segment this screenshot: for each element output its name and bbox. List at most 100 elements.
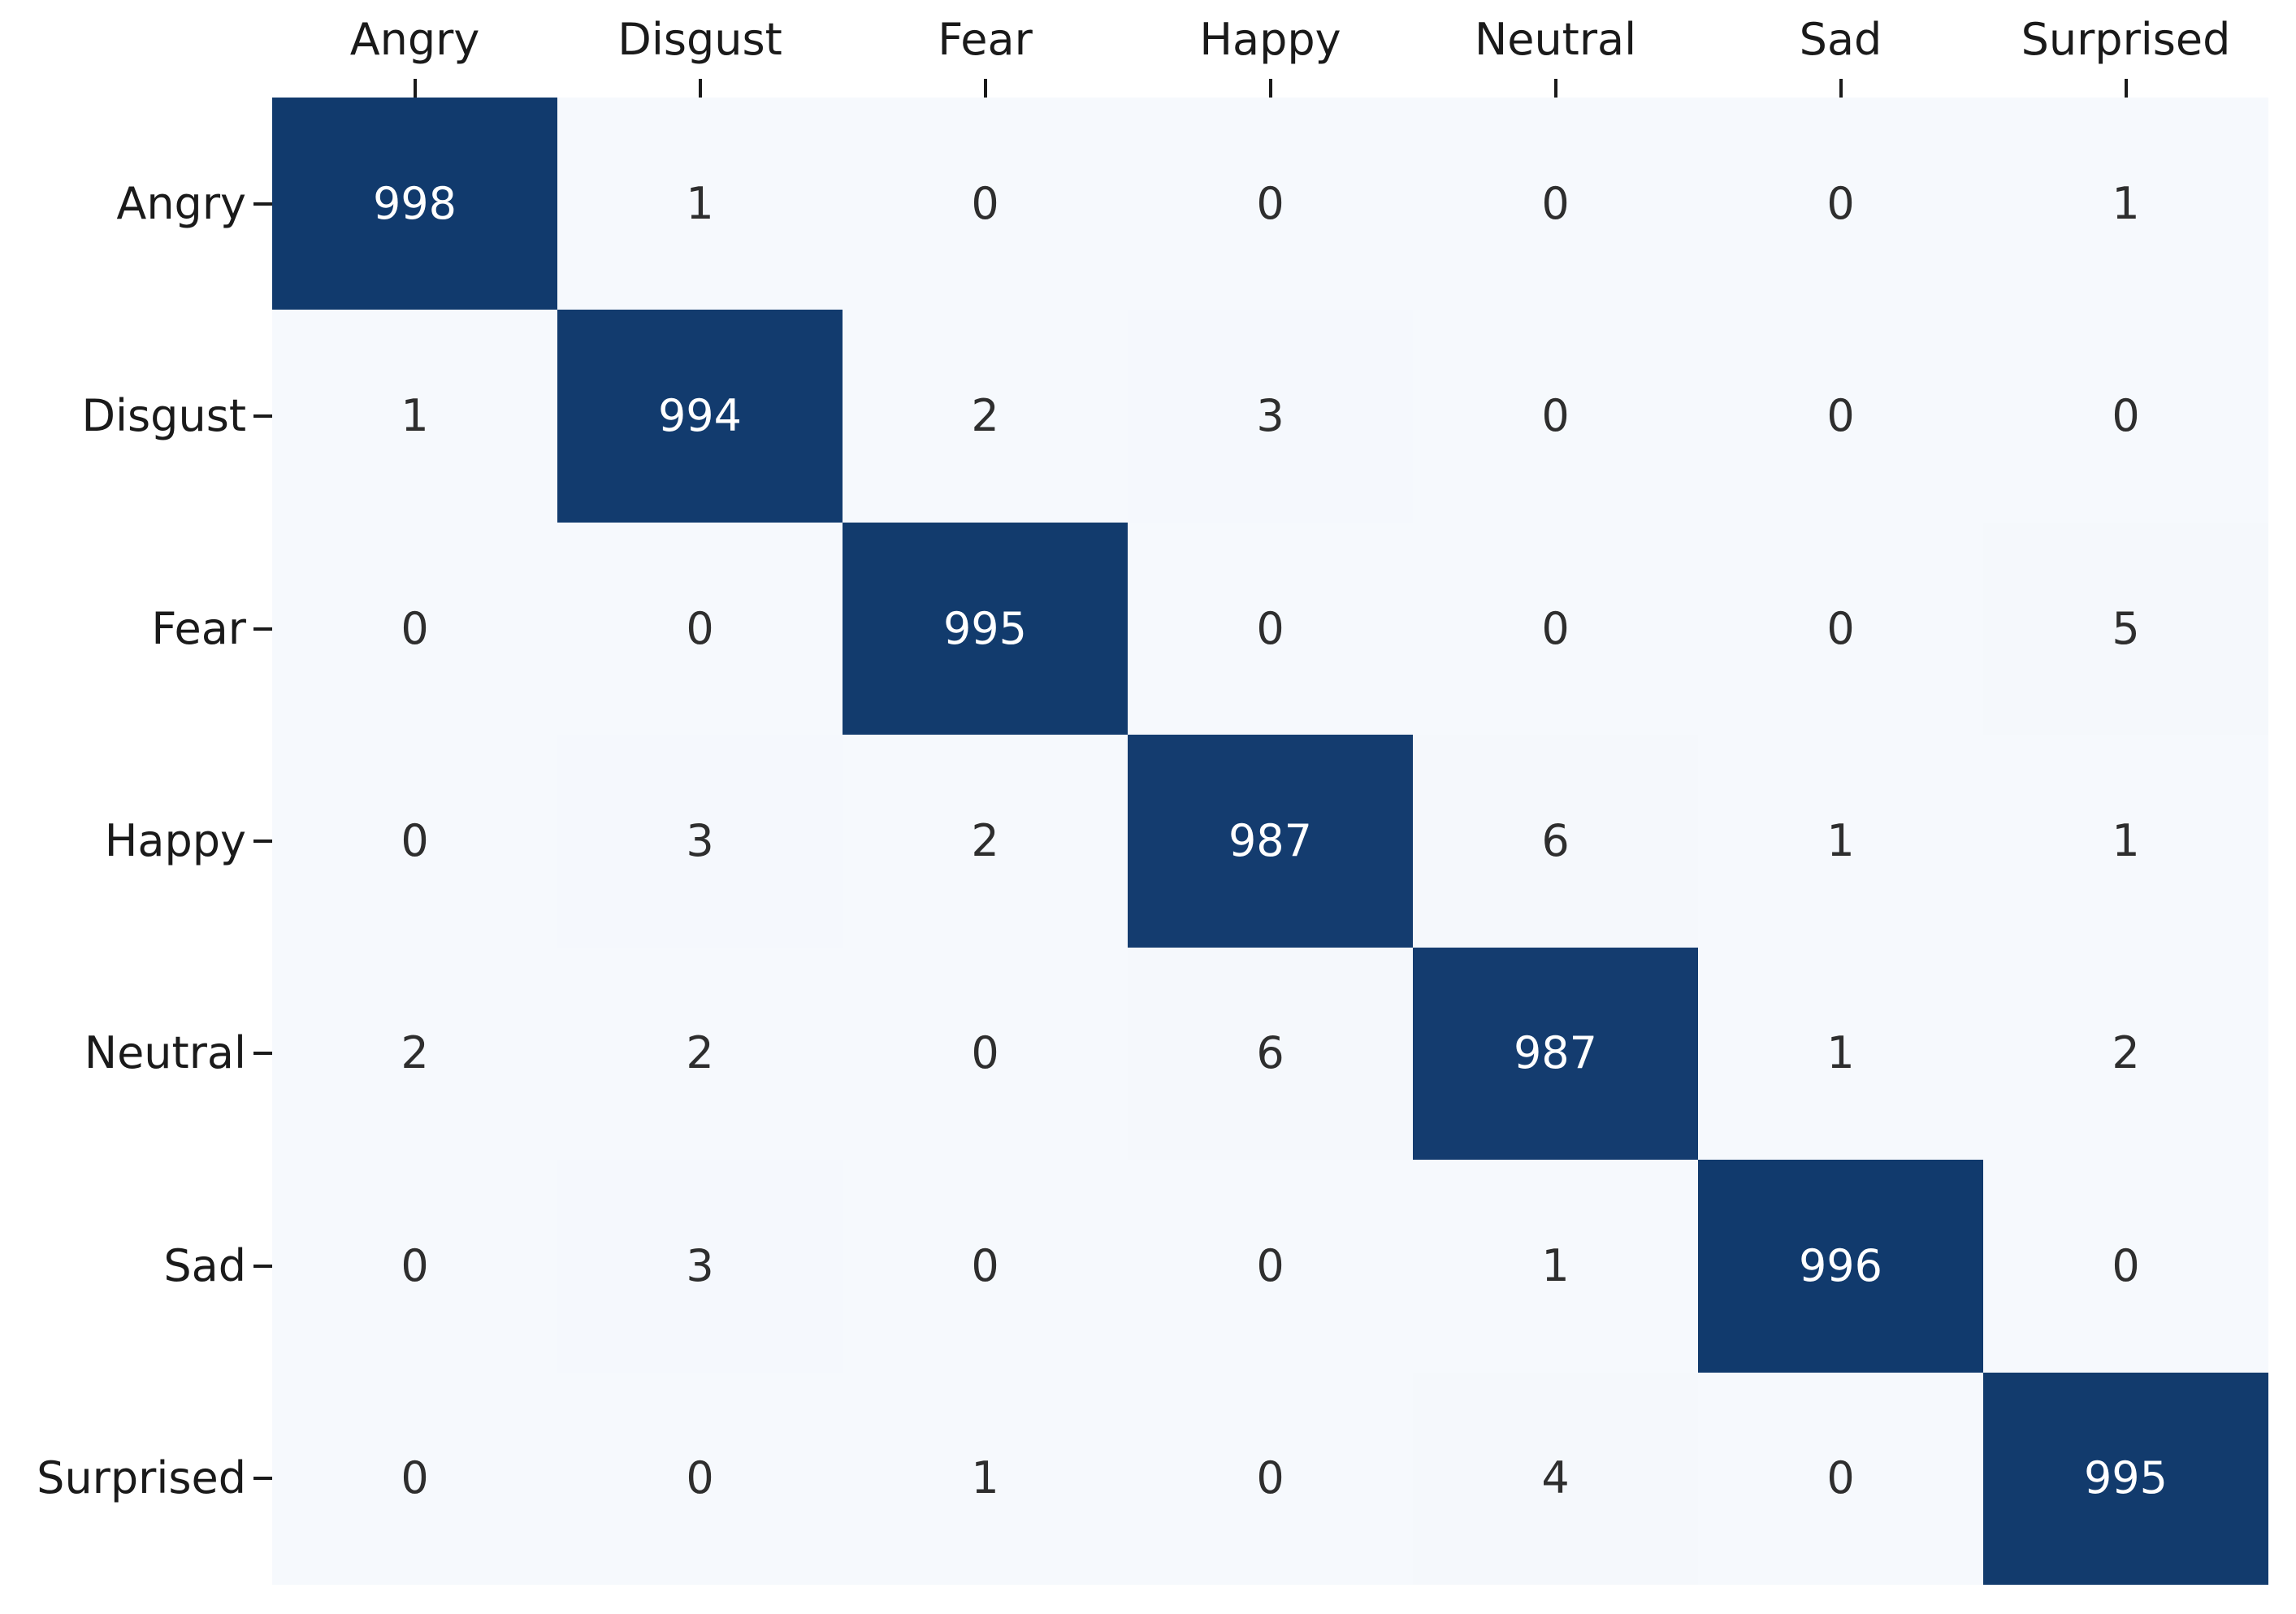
heatmap-cell: 3 bbox=[557, 735, 843, 948]
heatmap-cell: 996 bbox=[1698, 1160, 1983, 1373]
x-axis-label: Surprised bbox=[2021, 14, 2231, 65]
heatmap-cell-value: 0 bbox=[1541, 390, 1570, 442]
heatmap-cell: 0 bbox=[272, 522, 557, 735]
heatmap-cell-value: 0 bbox=[1256, 602, 1284, 654]
y-axis-tick bbox=[253, 202, 272, 206]
heatmap-cell-value: 0 bbox=[1826, 390, 1855, 442]
heatmap-cell: 0 bbox=[1128, 1160, 1413, 1373]
heatmap-cell-value: 0 bbox=[1256, 1239, 1284, 1291]
heatmap-cell: 0 bbox=[1983, 1160, 2268, 1373]
heatmap-cell-value: 0 bbox=[971, 1027, 999, 1079]
x-axis-tick bbox=[2124, 79, 2128, 98]
heatmap-cell: 0 bbox=[272, 735, 557, 948]
heatmap-cell-value: 6 bbox=[1256, 1027, 1284, 1079]
heatmap-cell: 0 bbox=[1698, 310, 1983, 523]
y-axis-tick bbox=[253, 840, 272, 843]
y-axis-label: Happy bbox=[104, 815, 246, 866]
heatmap-cell-value: 0 bbox=[1826, 177, 1855, 229]
heatmap-cell-value: 1 bbox=[2112, 814, 2140, 866]
heatmap-cell: 0 bbox=[1698, 522, 1983, 735]
heatmap-cell: 994 bbox=[557, 310, 843, 523]
heatmap-cell: 1 bbox=[1698, 947, 1983, 1161]
heatmap-cell-value: 987 bbox=[1513, 1027, 1598, 1079]
y-axis-label: Neutral bbox=[84, 1027, 246, 1079]
heatmap-cell: 1 bbox=[1413, 1160, 1698, 1373]
heatmap-cell: 1 bbox=[1983, 735, 2268, 948]
heatmap-cell: 2 bbox=[557, 947, 843, 1161]
heatmap-cell: 1 bbox=[1698, 735, 1983, 948]
heatmap-cell: 1 bbox=[1983, 98, 2268, 310]
heatmap-cell: 998 bbox=[272, 98, 557, 310]
y-axis-tick bbox=[253, 627, 272, 631]
heatmap-cell: 2 bbox=[843, 735, 1128, 948]
heatmap-cell-value: 3 bbox=[1256, 390, 1284, 442]
heatmap-cell-value: 6 bbox=[1541, 814, 1570, 866]
heatmap-cell: 987 bbox=[1413, 947, 1698, 1161]
y-axis-label: Fear bbox=[151, 602, 246, 654]
heatmap-cell-value: 5 bbox=[2112, 602, 2140, 654]
heatmap-cell: 0 bbox=[557, 1372, 843, 1585]
heatmap-cell: 6 bbox=[1413, 735, 1698, 948]
heatmap-cell: 3 bbox=[1128, 310, 1413, 523]
heatmap-cell-value: 1 bbox=[971, 1452, 999, 1504]
heatmap-cell-value: 0 bbox=[401, 602, 429, 654]
x-axis-tick bbox=[1839, 79, 1843, 98]
heatmap-cell: 5 bbox=[1983, 522, 2268, 735]
heatmap-cell: 0 bbox=[1128, 98, 1413, 310]
heatmap-plot-area: 998 1 0 0 0 0 1 1 994 2 3 0 0 0 0 0 995 0 0 0 5 0 3 2 987 6 1 1 2 2 0 6… bbox=[272, 98, 2268, 1585]
y-axis-tick bbox=[253, 1477, 272, 1481]
heatmap-cell-value: 1 bbox=[1541, 1239, 1570, 1291]
heatmap-cell: 6 bbox=[1128, 947, 1413, 1161]
heatmap-cell-value: 0 bbox=[401, 1452, 429, 1504]
heatmap-cell-value: 1 bbox=[2112, 177, 2140, 229]
heatmap-cell: 4 bbox=[1413, 1372, 1698, 1585]
heatmap-cell-value: 995 bbox=[942, 602, 1028, 654]
heatmap-cell-value: 1 bbox=[686, 177, 714, 229]
heatmap-cell: 995 bbox=[1983, 1372, 2268, 1585]
heatmap-cell: 0 bbox=[1413, 310, 1698, 523]
x-axis-label: Happy bbox=[1199, 14, 1341, 65]
heatmap-cell-value: 0 bbox=[686, 1452, 714, 1504]
heatmap-cell: 1 bbox=[557, 98, 843, 310]
heatmap-cell-value: 996 bbox=[1798, 1239, 1883, 1291]
y-axis-label: Angry bbox=[116, 177, 246, 229]
heatmap-cell-value: 3 bbox=[686, 814, 714, 866]
heatmap-cell-value: 2 bbox=[2112, 1027, 2140, 1079]
heatmap-cell-value: 0 bbox=[1541, 602, 1570, 654]
heatmap-cell: 1 bbox=[272, 310, 557, 523]
heatmap-cell-value: 987 bbox=[1228, 814, 1313, 866]
heatmap-cell: 0 bbox=[272, 1160, 557, 1373]
heatmap-cell-value: 0 bbox=[2112, 390, 2140, 442]
heatmap-cell-value: 0 bbox=[1541, 177, 1570, 229]
heatmap-cell-value: 0 bbox=[401, 1239, 429, 1291]
heatmap-cell: 2 bbox=[1983, 947, 2268, 1161]
heatmap-cell-value: 0 bbox=[2112, 1239, 2140, 1291]
heatmap-cell: 0 bbox=[1413, 98, 1698, 310]
x-axis-tick bbox=[698, 79, 702, 98]
heatmap-cell-value: 998 bbox=[372, 177, 457, 229]
x-axis-tick bbox=[1553, 79, 1557, 98]
heatmap-cell: 1 bbox=[843, 1372, 1128, 1585]
heatmap-cell-value: 2 bbox=[401, 1027, 429, 1079]
heatmap-cell-value: 1 bbox=[1826, 1027, 1855, 1079]
x-axis-label: Angry bbox=[349, 14, 480, 65]
heatmap-cell: 0 bbox=[1698, 98, 1983, 310]
heatmap-cell-value: 0 bbox=[971, 1239, 999, 1291]
heatmap-cell-value: 1 bbox=[401, 390, 429, 442]
heatmap-cell: 2 bbox=[272, 947, 557, 1161]
heatmap-cell-value: 0 bbox=[1826, 1452, 1855, 1504]
x-axis-tick bbox=[413, 79, 417, 98]
heatmap-cell-value: 995 bbox=[2083, 1452, 2168, 1504]
heatmap-cell-value: 3 bbox=[686, 1239, 714, 1291]
heatmap-cell: 2 bbox=[843, 310, 1128, 523]
heatmap-cell: 0 bbox=[557, 522, 843, 735]
heatmap-cell: 0 bbox=[843, 98, 1128, 310]
heatmap-cell: 0 bbox=[1983, 310, 2268, 523]
y-axis-tick bbox=[253, 414, 272, 419]
x-axis-tick bbox=[983, 79, 987, 98]
x-axis-label: Disgust bbox=[617, 14, 782, 65]
y-axis-label: Surprised bbox=[37, 1452, 246, 1504]
heatmap-cell: 987 bbox=[1128, 735, 1413, 948]
y-axis-tick bbox=[253, 1052, 272, 1056]
heatmap-cell: 0 bbox=[843, 947, 1128, 1161]
